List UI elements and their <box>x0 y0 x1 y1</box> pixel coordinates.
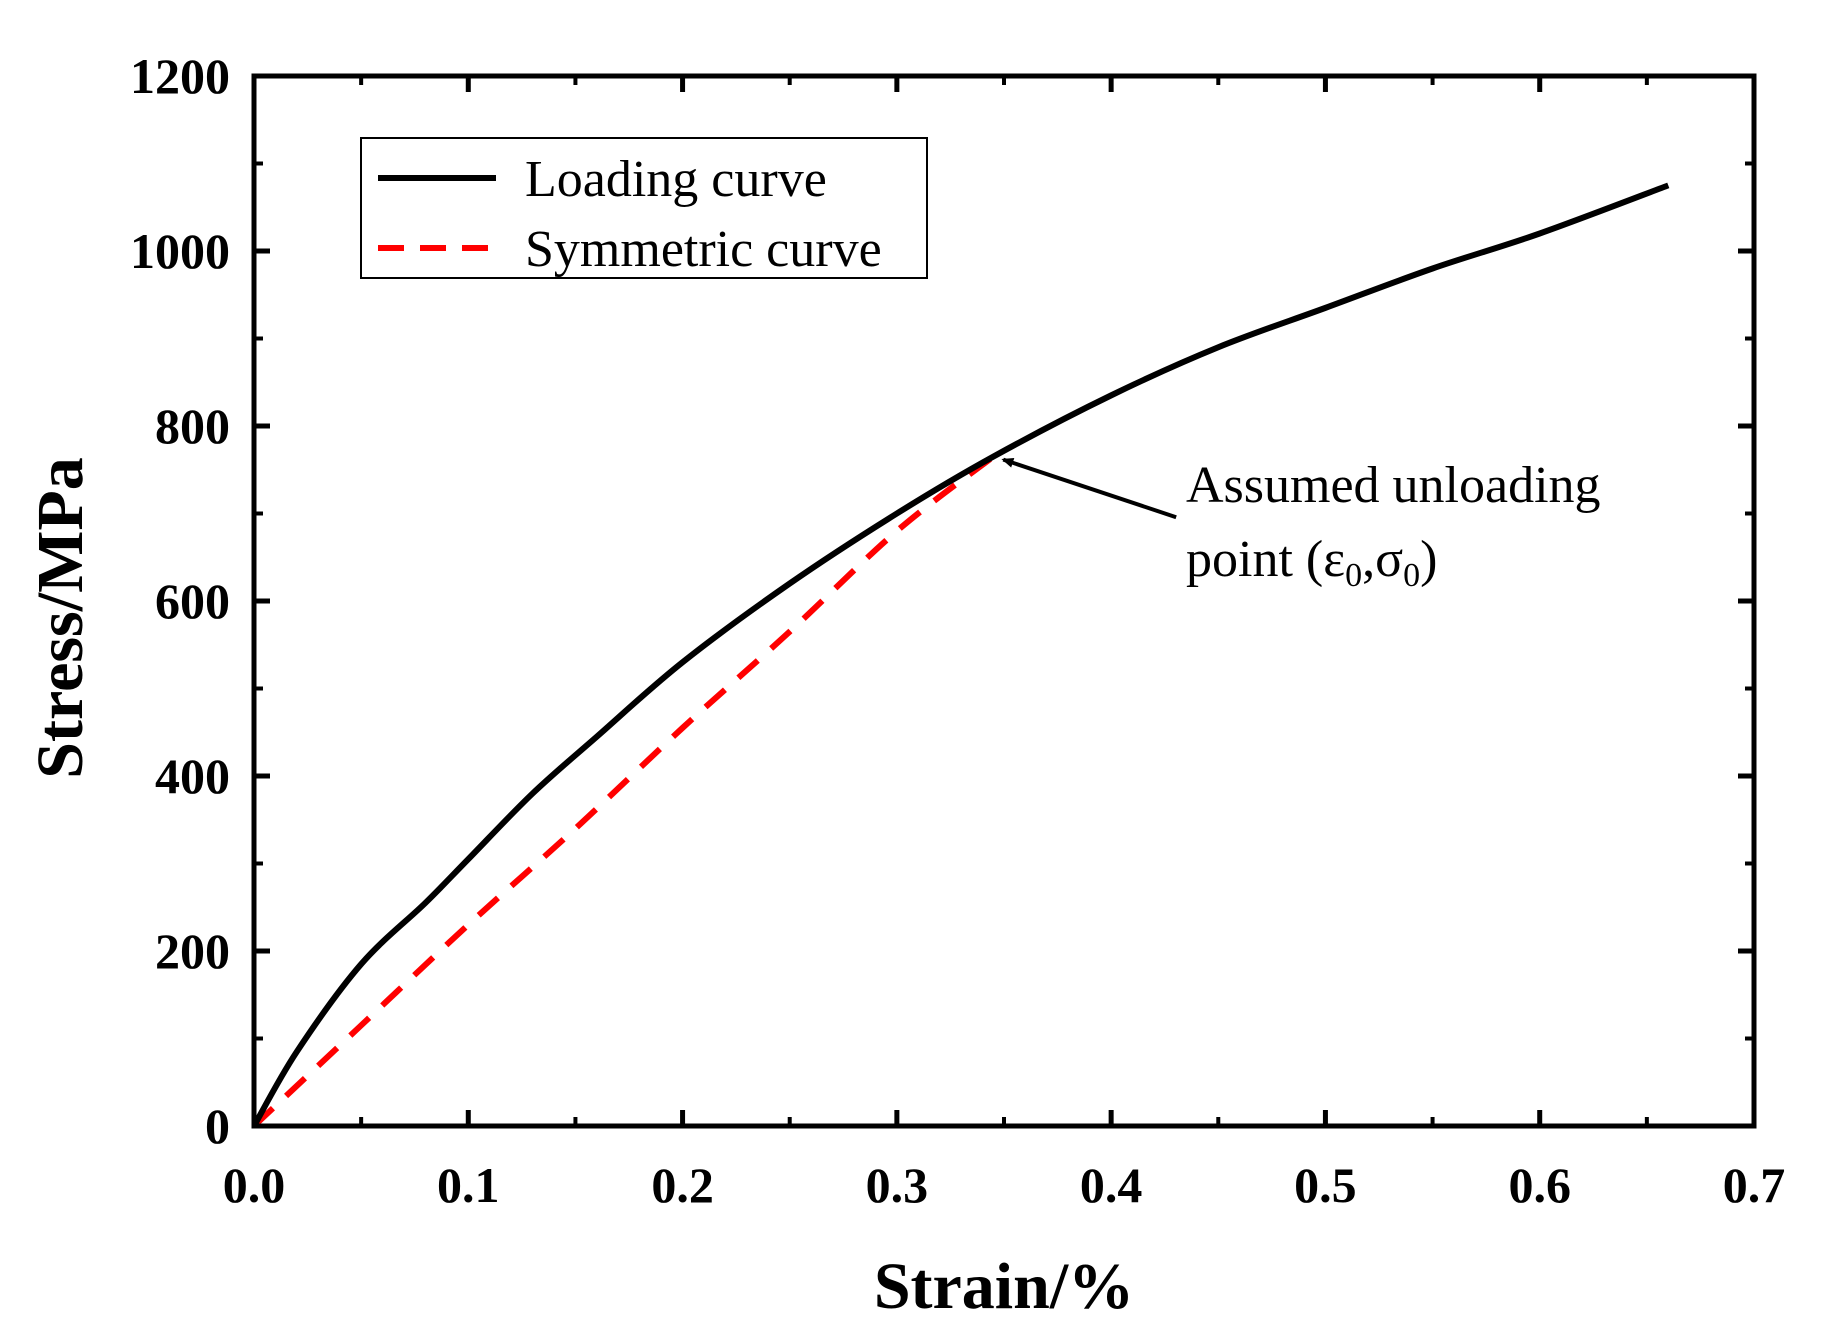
y-tick-label: 800 <box>155 398 230 454</box>
annotation-comma: , <box>1362 531 1375 588</box>
x-tick-label: 0.5 <box>1294 1157 1357 1213</box>
legend-label-loading: Loading curve <box>525 151 827 208</box>
x-tick-label: 0.0 <box>223 1157 286 1213</box>
y-tick-label: 600 <box>155 573 230 629</box>
y-axis-label: Stress/MPa <box>24 457 97 778</box>
annotation-line2: point (ε0,σ0) <box>1186 531 1437 594</box>
x-tick-label: 0.4 <box>1080 1157 1143 1213</box>
annotation-line1: Assumed unloading <box>1186 457 1601 514</box>
y-tick-label: 1200 <box>130 48 230 104</box>
x-tick-label: 0.2 <box>651 1157 714 1213</box>
series-layer <box>251 182 1670 1129</box>
epsilon-subscript: 0 <box>1345 557 1362 594</box>
annotation: Assumed unloading point (ε0,σ0) <box>1001 457 1601 594</box>
y-tick-label: 0 <box>205 1098 230 1154</box>
x-tick-labels: 0.0 0.1 0.2 0.3 0.4 0.5 0.6 0.7 <box>223 1157 1786 1213</box>
x-tick-label: 0.7 <box>1723 1157 1786 1213</box>
y-tick-label: 200 <box>155 923 230 979</box>
y-tick-label: 1000 <box>130 223 230 279</box>
x-tick-label: 0.1 <box>437 1157 500 1213</box>
x-tick-label: 0.3 <box>866 1157 929 1213</box>
annotation-close: ) <box>1420 531 1437 588</box>
legend: Loading curve Symmetric curve <box>360 137 928 279</box>
loading-curve-line <box>251 182 1670 1128</box>
x-tick-label: 0.6 <box>1508 1157 1571 1213</box>
plot-frame <box>251 73 1757 1129</box>
sigma-subscript: 0 <box>1403 557 1420 594</box>
sigma-symbol: σ <box>1375 531 1403 588</box>
legend-label-symmetric: Symmetric curve <box>525 221 882 278</box>
x-axis-label: Strain/% <box>874 1250 1134 1323</box>
legend-box <box>360 137 928 279</box>
annotation-prefix: point ( <box>1186 531 1323 588</box>
symmetric-curve-line <box>251 454 996 1129</box>
y-tick-label: 400 <box>155 748 230 804</box>
annotation-arrow <box>1001 457 1177 520</box>
y-tick-labels: 0 200 400 600 800 1000 1200 <box>130 48 230 1154</box>
epsilon-symbol: ε <box>1323 531 1345 588</box>
